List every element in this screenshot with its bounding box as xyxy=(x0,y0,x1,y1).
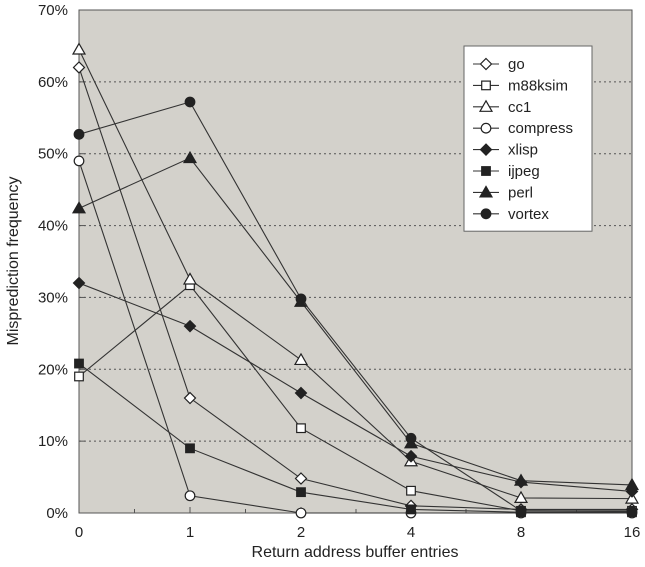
legend-marker-m88ksim xyxy=(481,80,491,91)
data-point-vortex xyxy=(295,293,307,305)
legend-item-compress: compress xyxy=(473,120,573,137)
legend-marker-ijpeg xyxy=(481,166,491,176)
legend-item-go: go xyxy=(473,56,525,73)
legend-marker-vortex xyxy=(480,208,492,220)
y-tick-label: 70% xyxy=(38,2,68,19)
data-point-m88ksim xyxy=(74,371,84,382)
x-tick-label: 2 xyxy=(297,524,305,541)
y-axis-label: Misprediction frequency xyxy=(5,177,22,346)
series-line-perl xyxy=(78,157,633,486)
legend-marker-xlisp xyxy=(479,143,493,156)
data-point-go xyxy=(183,391,197,405)
legend: go m88ksim cc1 compress xlisp ijpeg perl vortex xyxy=(463,45,593,232)
legend-marker-compress xyxy=(480,122,492,134)
x-tick-label: 8 xyxy=(517,524,525,541)
data-point-go xyxy=(294,472,308,485)
data-point-xlisp xyxy=(294,386,308,400)
data-point-xlisp xyxy=(183,319,197,333)
y-tick-label: 20% xyxy=(38,361,68,378)
x-tick-label: 16 xyxy=(624,524,641,541)
data-point-go xyxy=(72,61,86,74)
series-line-vortex xyxy=(78,101,633,513)
series-line-ijpeg xyxy=(78,363,632,513)
y-tick-label: 60% xyxy=(38,74,68,91)
x-tick-label: 0 xyxy=(75,524,83,541)
legend-item-cc1: cc1 xyxy=(473,99,531,116)
data-point-ijpeg xyxy=(74,358,84,369)
data-point-perl xyxy=(182,150,198,164)
data-point-vortex xyxy=(405,432,417,444)
data-point-vortex xyxy=(184,96,196,108)
series-line-go xyxy=(78,67,632,510)
series-layer xyxy=(71,42,640,519)
legend-item-m88ksim: m88ksim xyxy=(473,77,568,94)
axes: 0% 10% 20% 30% 40% 50% 60% 70% 0 1 2 4 8 16 xyxy=(38,2,640,541)
series-line-compress xyxy=(78,160,632,514)
y-tick-label: 10% xyxy=(38,433,68,450)
legend-item-xlisp: xlisp xyxy=(473,142,538,159)
data-point-cc1 xyxy=(513,490,529,504)
legend-marker-go xyxy=(479,57,493,71)
legend-marker-perl xyxy=(478,185,494,198)
data-point-cc1 xyxy=(182,272,198,285)
data-point-vortex xyxy=(515,505,527,517)
data-point-xlisp xyxy=(72,276,86,290)
series-line-xlisp xyxy=(78,282,633,492)
legend-label: compress xyxy=(508,120,573,137)
data-point-xlisp xyxy=(404,449,418,463)
x-tick-label: 4 xyxy=(407,524,415,541)
y-tick-label: 30% xyxy=(38,289,68,306)
legend-marker-cc1 xyxy=(478,99,494,112)
legend-item-ijpeg: ijpeg xyxy=(473,163,540,180)
series-vortex xyxy=(73,96,638,517)
data-point-ijpeg xyxy=(406,504,416,515)
legend-label: vortex xyxy=(508,206,549,223)
y-tick-label: 50% xyxy=(38,146,68,163)
data-point-cc1 xyxy=(71,42,87,55)
legend-label: cc1 xyxy=(508,99,531,116)
legend-label: m88ksim xyxy=(508,77,568,94)
legend-item-perl: perl xyxy=(473,184,533,201)
y-tick-label: 40% xyxy=(38,218,68,235)
legend-label: ijpeg xyxy=(508,163,540,180)
data-point-ijpeg xyxy=(185,443,195,454)
legend-item-vortex: vortex xyxy=(473,206,549,223)
legend-box xyxy=(463,45,593,232)
data-point-perl xyxy=(624,477,640,491)
data-point-perl xyxy=(71,201,87,214)
legend-label: go xyxy=(508,56,525,73)
series-line-cc1 xyxy=(78,49,633,500)
x-tick-label: 1 xyxy=(186,524,194,541)
data-point-m88ksim xyxy=(406,485,416,496)
data-point-cc1 xyxy=(624,491,640,504)
x-axis-label: Return address buffer entries xyxy=(252,544,459,561)
data-point-perl xyxy=(513,473,529,486)
data-point-compress xyxy=(184,490,196,502)
data-point-compress xyxy=(73,155,85,167)
y-tick-label: 0% xyxy=(46,505,68,522)
legend-label: perl xyxy=(508,184,533,201)
data-point-m88ksim xyxy=(296,423,306,434)
legend-label: xlisp xyxy=(508,142,538,159)
data-point-cc1 xyxy=(293,352,309,366)
data-point-ijpeg xyxy=(296,487,306,498)
data-point-compress xyxy=(295,507,307,519)
data-point-vortex xyxy=(73,128,85,140)
data-point-vortex xyxy=(626,506,638,517)
